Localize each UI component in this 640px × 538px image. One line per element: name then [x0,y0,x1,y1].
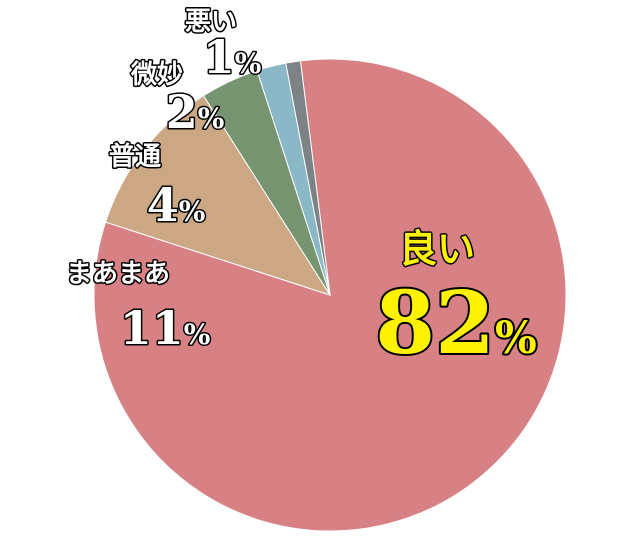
label-okay-value: 11 [120,301,184,355]
label-bad-unit: % [235,47,262,80]
label-subtle-unit: % [198,102,225,135]
label-subtle-value: 2 [166,85,198,139]
slice-label-normal: 普通 4% [107,140,206,234]
label-normal-percent: 4% [147,178,206,232]
label-bad-value: 1 [203,30,235,84]
label-okay-unit: % [184,318,211,351]
slice-okay [104,95,332,296]
label-bad-category: 悪い [185,7,237,37]
label-normal-value: 4 [147,178,179,232]
slice-label-bad: 悪い 1% [183,6,262,86]
label-normal-category: 普通 [109,141,161,172]
label-good-value: 82 [375,273,495,374]
slice-label-good: 良い 82% [373,225,539,377]
label-good-category: 良い [399,226,475,271]
label-normal-unit: % [179,195,206,228]
slice-label-okay: まあまあ 11% [64,258,211,357]
slice-label-subtle: 微妙 2% [128,58,225,141]
pie-slices [93,58,567,532]
label-okay-category: まあまあ [66,259,170,289]
label-bad-percent: 1% [203,30,262,84]
label-okay-percent: 11% [120,301,211,355]
label-subtle-percent: 2% [166,85,225,139]
label-subtle-category: 微妙 [130,59,183,90]
label-good-percent: 82% [375,273,537,374]
slice-bad [285,60,331,296]
label-good-unit: % [495,313,537,364]
